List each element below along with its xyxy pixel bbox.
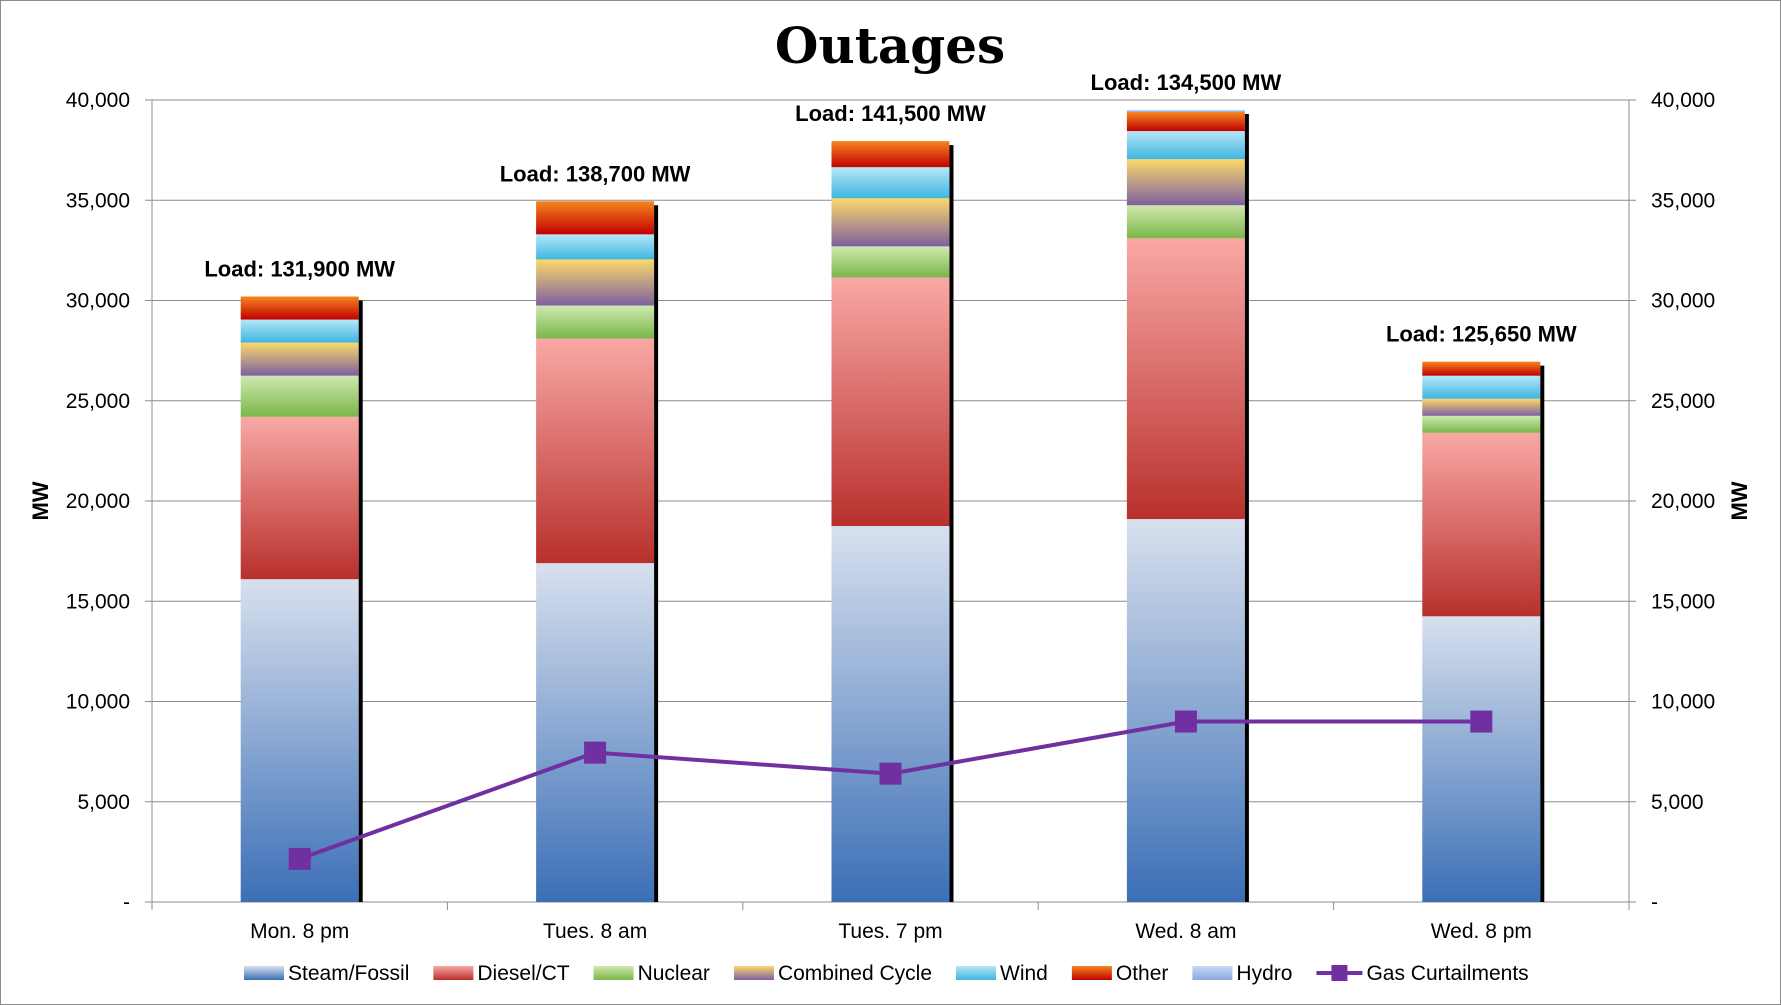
legend-item-gas-curtailments: Gas Curtailments bbox=[1316, 962, 1529, 985]
y-tick-label-right: - bbox=[1651, 891, 1658, 914]
legend-swatch bbox=[433, 966, 474, 980]
legend-swatch bbox=[733, 966, 774, 980]
series-marker-gas-curtailments bbox=[584, 741, 607, 764]
bar-segment-wind bbox=[1422, 375, 1541, 399]
y-tick-label-left: 15,000 bbox=[66, 590, 130, 613]
bar-segment-combined-cycle bbox=[240, 342, 359, 376]
bar-segment-wind bbox=[831, 167, 950, 199]
load-label: Load: 141,500 MW bbox=[795, 101, 986, 126]
legend-swatch bbox=[956, 966, 997, 980]
legend-swatch bbox=[1071, 966, 1112, 980]
y-tick-label-left: 40,000 bbox=[66, 89, 130, 112]
x-tick-label: Mon. 8 pm bbox=[250, 920, 349, 943]
series-marker-gas-curtailments bbox=[1174, 710, 1197, 733]
load-label: Load: 131,900 MW bbox=[204, 256, 395, 281]
series-marker-gas-curtailments bbox=[288, 847, 311, 870]
bar-segment-other bbox=[536, 201, 655, 235]
legend-label: Hydro bbox=[1236, 962, 1292, 985]
bar-segment-wind bbox=[536, 234, 655, 260]
bar-segment-combined-cycle bbox=[1422, 398, 1541, 416]
bar-segment-other bbox=[1422, 361, 1541, 376]
x-tick-label: Tues. 7 pm bbox=[838, 920, 942, 943]
legend-label: Combined Cycle bbox=[778, 962, 932, 985]
legend-label: Nuclear bbox=[638, 962, 710, 985]
legend-label: Other bbox=[1116, 962, 1169, 985]
y-tick-label-left: 35,000 bbox=[66, 189, 130, 212]
legend-label: Gas Curtailments bbox=[1366, 962, 1528, 985]
gas-curtailments-line bbox=[288, 710, 1493, 870]
series-marker-gas-curtailments bbox=[879, 762, 902, 785]
y-tick-label-right: 40,000 bbox=[1651, 89, 1715, 112]
legend-item-wind: Wind bbox=[956, 962, 1048, 985]
bar-segment-nuclear bbox=[1126, 205, 1245, 239]
y-tick-label-left: 25,000 bbox=[66, 390, 130, 413]
y-tick-label-right: 10,000 bbox=[1651, 691, 1715, 714]
legend-item-other: Other bbox=[1071, 962, 1169, 985]
bar-segment-other bbox=[1126, 112, 1245, 132]
bar-segment-nuclear bbox=[831, 246, 950, 278]
legend-item-hydro: Hydro bbox=[1192, 962, 1292, 985]
bar-segment-steam-fossil bbox=[536, 563, 655, 902]
bar-segment-combined-cycle bbox=[1126, 159, 1245, 206]
labels: Load: 131,900 MW Mon. 8 pm Load: 138,700 M… bbox=[204, 70, 1577, 943]
series-marker-gas-curtailments bbox=[1470, 710, 1493, 733]
legend-item-diesel-ct: Diesel/CT bbox=[433, 962, 570, 985]
bar-segment-wind bbox=[1126, 131, 1245, 160]
x-tick-label: Tues. 8 am bbox=[543, 920, 647, 943]
axes: - - 5,000 5,000 10,000 10,000 15,000 15,000 20,0… bbox=[66, 89, 1715, 914]
bar-segment-nuclear bbox=[536, 305, 655, 339]
legend-swatch-marker bbox=[1331, 965, 1348, 981]
bar-segment-diesel-ct bbox=[1126, 238, 1245, 520]
y-tick-label-left: 5,000 bbox=[77, 791, 130, 814]
bar-segment-other bbox=[240, 296, 359, 320]
bar-segment-other bbox=[831, 141, 950, 168]
bar-segment-diesel-ct bbox=[536, 338, 655, 564]
bar-segment-steam-fossil bbox=[831, 526, 950, 902]
bar-segment-diesel-ct bbox=[1422, 432, 1541, 617]
legend-label: Steam/Fossil bbox=[288, 962, 409, 985]
y-tick-label-right: 30,000 bbox=[1651, 290, 1715, 313]
chart-title: Outages bbox=[775, 16, 1005, 75]
bar-segment-steam-fossil bbox=[1126, 519, 1245, 902]
load-label: Load: 125,650 MW bbox=[1386, 322, 1577, 347]
legend-swatch bbox=[593, 966, 634, 980]
legend-label: Diesel/CT bbox=[477, 962, 569, 985]
y-axis-title-right: MW bbox=[1727, 481, 1752, 520]
bar-segment-wind bbox=[240, 319, 359, 343]
load-label: Load: 138,700 MW bbox=[500, 161, 691, 186]
bar-segment-diesel-ct bbox=[240, 416, 359, 580]
legend-item-nuclear: Nuclear bbox=[593, 962, 710, 985]
bar-segment-steam-fossil bbox=[1422, 616, 1541, 902]
legend-swatch bbox=[244, 966, 284, 980]
load-label: Load: 134,500 MW bbox=[1091, 70, 1282, 95]
y-tick-label-right: 35,000 bbox=[1651, 189, 1715, 212]
legend-item-steam-fossil: Steam/Fossil bbox=[244, 962, 409, 985]
bars bbox=[240, 110, 1545, 902]
y-tick-label-left: 30,000 bbox=[66, 290, 130, 313]
y-tick-label-left: 10,000 bbox=[66, 691, 130, 714]
y-tick-label-left: - bbox=[123, 891, 130, 914]
y-tick-label-right: 5,000 bbox=[1651, 791, 1704, 814]
y-tick-label-right: 15,000 bbox=[1651, 590, 1715, 613]
bar-segment-hydro bbox=[1126, 110, 1245, 113]
y-tick-label-left: 20,000 bbox=[66, 490, 130, 513]
bar-segment-nuclear bbox=[1422, 415, 1541, 433]
bar-segment-diesel-ct bbox=[831, 277, 950, 527]
bar-segment-combined-cycle bbox=[831, 198, 950, 247]
legend: Steam/Fossil Diesel/CT Nuclear Combined Cyc… bbox=[244, 962, 1529, 985]
y-tick-label-right: 25,000 bbox=[1651, 390, 1715, 413]
x-tick-label: Wed. 8 am bbox=[1135, 920, 1236, 943]
legend-label: Wind bbox=[1000, 962, 1048, 985]
legend-item-combined-cycle: Combined Cycle bbox=[733, 962, 932, 985]
bar-segment-nuclear bbox=[240, 375, 359, 417]
x-tick-label: Wed. 8 pm bbox=[1431, 920, 1532, 943]
y-axis-title-left: MW bbox=[28, 481, 53, 520]
bar-segment-combined-cycle bbox=[536, 259, 655, 306]
y-tick-label-right: 20,000 bbox=[1651, 490, 1715, 513]
legend-swatch bbox=[1192, 966, 1233, 980]
